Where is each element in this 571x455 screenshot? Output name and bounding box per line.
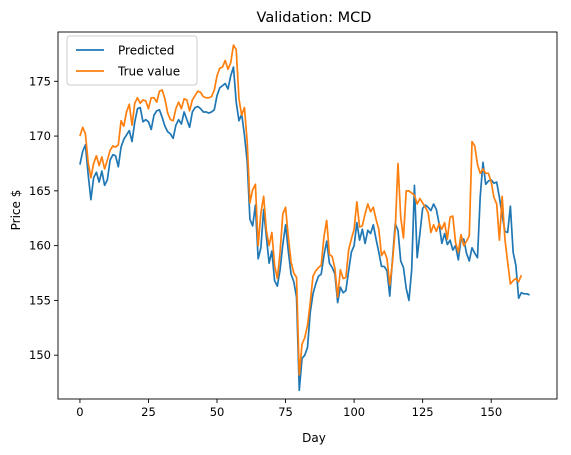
- y-tick-label: 175: [29, 74, 51, 88]
- x-tick-label: 50: [210, 405, 225, 419]
- x-tick-label: 25: [141, 405, 156, 419]
- axes-frame: [57, 31, 558, 400]
- x-tick-label: 75: [278, 405, 293, 419]
- y-tick-label: 165: [29, 184, 51, 198]
- y-tick-label: 170: [29, 129, 51, 143]
- legend: Predicted True value: [66, 35, 198, 86]
- series-line-predicted: [79, 66, 530, 392]
- chart-title: Validation: MCD: [257, 10, 372, 26]
- x-tick-label: 150: [480, 405, 502, 419]
- y-tick-label: 160: [29, 239, 51, 253]
- y-tick-label: 150: [29, 348, 51, 362]
- y-tick-label: 155: [29, 293, 51, 307]
- legend-label-predicted: Predicted: [118, 44, 174, 58]
- x-tick-label: 100: [343, 405, 365, 419]
- series-line-true-value: [79, 44, 523, 376]
- plot-area: 0 25 50 75 100 125 150 150 155 160 165 170 175: [29, 31, 558, 419]
- y-axis-label: Price $: [9, 190, 23, 231]
- legend-label-true-value: True value: [117, 65, 180, 79]
- x-axis-label: Day: [302, 431, 326, 445]
- legend-frame: [66, 35, 198, 86]
- x-tick-label: 125: [412, 405, 434, 419]
- x-tick-label: 0: [76, 405, 83, 419]
